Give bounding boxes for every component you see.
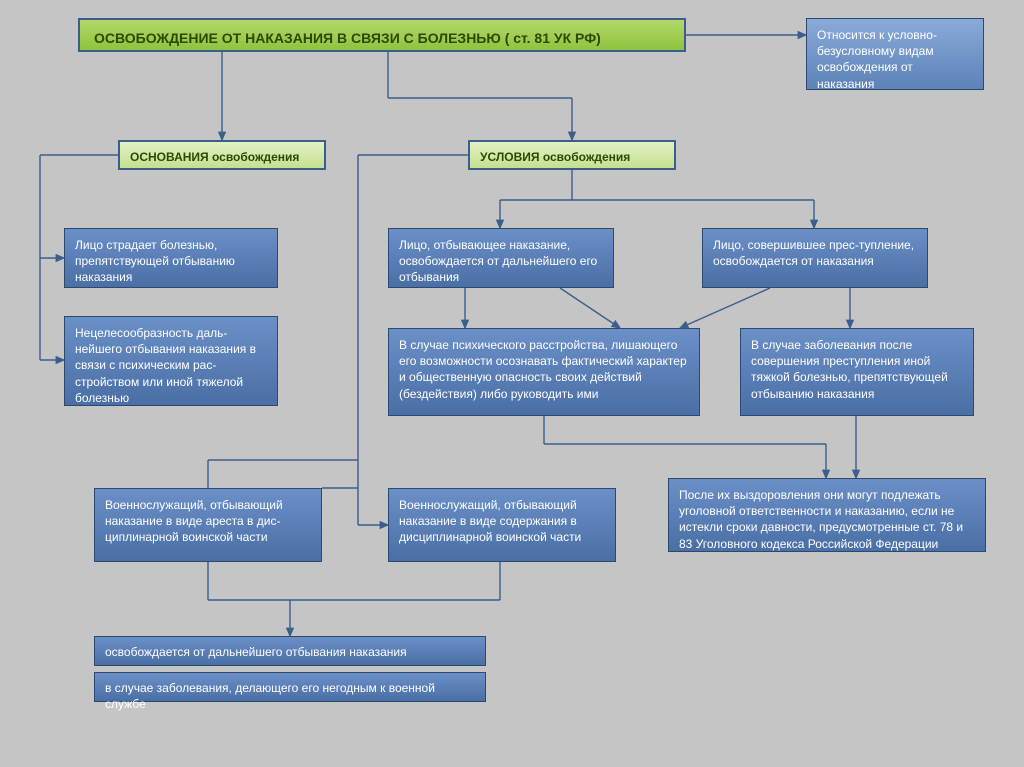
title-box: ОСВОБОЖДЕНИЕ ОТ НАКАЗАНИЯ В СВЯЗИ С БОЛЕ… bbox=[78, 18, 686, 52]
release-2: в случае заболевания, делающего его него… bbox=[94, 672, 486, 702]
military-2: Военнослужащий, отбывающий наказание в в… bbox=[388, 488, 616, 562]
military-1: Военнослужащий, отбывающий наказание в в… bbox=[94, 488, 322, 562]
case-psychic: В случае психического расстройства, лиша… bbox=[388, 328, 700, 416]
military-2-text: Военнослужащий, отбывающий наказание в в… bbox=[399, 498, 581, 544]
release-1: освобождается от дальнейшего отбывания н… bbox=[94, 636, 486, 666]
grounds-header: ОСНОВАНИЯ освобождения bbox=[118, 140, 326, 170]
military-1-text: Военнослужащий, отбывающий наказание в в… bbox=[105, 498, 283, 544]
case-illness-text: В случае заболевания после совершения пр… bbox=[751, 338, 948, 401]
case-psychic-text: В случае психического расстройства, лиша… bbox=[399, 338, 687, 401]
grounds-text: ОСНОВАНИЯ освобождения bbox=[130, 150, 299, 164]
release-1-text: освобождается от дальнейшего отбывания н… bbox=[105, 645, 407, 659]
note-right: Относится к условно-безусловному видам о… bbox=[806, 18, 984, 90]
condition-2: Лицо, совершившее прес-тупление, освобож… bbox=[702, 228, 928, 288]
condition-1: Лицо, отбывающее наказание, освобождаетс… bbox=[388, 228, 614, 288]
ground-1-text: Лицо страдает болезнью, препятствующей о… bbox=[75, 238, 235, 284]
conditions-text: УСЛОВИЯ освобождения bbox=[480, 150, 630, 164]
conditions-header: УСЛОВИЯ освобождения bbox=[468, 140, 676, 170]
after-recovery-text: После их выздоровления они могут подлежа… bbox=[679, 488, 963, 551]
note-right-text: Относится к условно-безусловному видам о… bbox=[817, 28, 937, 91]
ground-1: Лицо страдает болезнью, препятствующей о… bbox=[64, 228, 278, 288]
release-2-text: в случае заболевания, делающего его него… bbox=[105, 681, 435, 711]
after-recovery: После их выздоровления они могут подлежа… bbox=[668, 478, 986, 552]
title-text: ОСВОБОЖДЕНИЕ ОТ НАКАЗАНИЯ В СВЯЗИ С БОЛЕ… bbox=[94, 30, 601, 46]
condition-2-text: Лицо, совершившее прес-тупление, освобож… bbox=[713, 238, 914, 268]
case-illness: В случае заболевания после совершения пр… bbox=[740, 328, 974, 416]
ground-2: Нецелесообразность даль-нейшего отбывани… bbox=[64, 316, 278, 406]
ground-2-text: Нецелесообразность даль-нейшего отбывани… bbox=[75, 326, 256, 405]
condition-1-text: Лицо, отбывающее наказание, освобождаетс… bbox=[399, 238, 597, 284]
